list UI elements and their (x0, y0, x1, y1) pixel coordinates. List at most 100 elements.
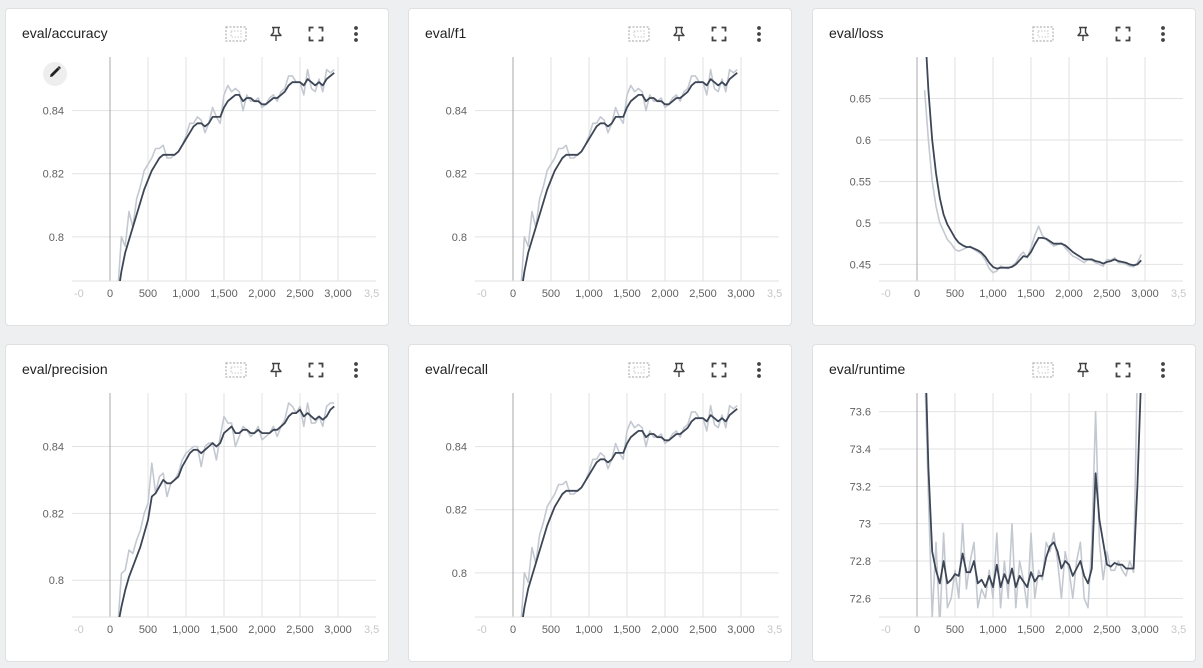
pin-button[interactable] (256, 23, 296, 45)
more-options-button[interactable] (336, 359, 376, 381)
y-tick-label: 0.8 (452, 568, 467, 580)
card-toolbar (216, 23, 376, 45)
x-tick-label: 1,000 (172, 624, 200, 636)
pin-button[interactable] (1063, 23, 1103, 45)
fit-domain-button[interactable] (216, 23, 256, 45)
x-tick-label-partial: -0 (881, 624, 891, 636)
x-tick-label: 3,5 (767, 288, 782, 300)
y-tick-label: 73.6 (850, 407, 871, 419)
y-tick-label: 0.82 (43, 508, 64, 520)
chart-title: eval/precision (22, 361, 108, 377)
y-tick-label: 0.84 (446, 106, 467, 118)
edit-button[interactable] (43, 62, 67, 86)
chart-plot[interactable]: 0.8 0.82 0.84 0 500 1,000 1,500 2,000 2,500 3,000… (6, 345, 389, 662)
chart-plot[interactable]: 0.8 0.82 0.84 0 500 1,000 1,500 2,000 2,500 3,000… (409, 9, 792, 326)
x-tick-label: 0 (510, 624, 516, 636)
x-tick-label: 500 (542, 288, 560, 300)
more-vert-icon (1160, 361, 1166, 379)
fit-domain-button[interactable] (216, 359, 256, 381)
fullscreen-button[interactable] (699, 23, 739, 45)
more-options-button[interactable] (739, 359, 779, 381)
y-tick-label: 0.84 (43, 106, 64, 118)
more-vert-icon (756, 25, 762, 43)
pin-button[interactable] (1063, 359, 1103, 381)
chart-card: eval/runtime 72.6 72.8 73 73.2 73.4 73.6 0 500 1,… (812, 344, 1196, 662)
x-tick-label-partial: -0 (74, 624, 84, 636)
pin-button[interactable] (256, 359, 296, 381)
x-tick-label: 0 (510, 288, 516, 300)
x-tick-label: 3,5 (364, 288, 379, 300)
y-tick-label: 0.82 (43, 169, 64, 181)
fit-domain-button[interactable] (619, 359, 659, 381)
chart-plot[interactable]: 0.8 0.82 0.84 0 500 1,000 1,500 2,000 2,500 3,000… (6, 9, 389, 326)
x-tick-label: 3,5 (767, 624, 782, 636)
x-tick-label: 2,000 (248, 624, 276, 636)
x-tick-label: 3,000 (324, 624, 352, 636)
y-tick-label: 0.6 (856, 135, 871, 147)
pin-icon (269, 362, 283, 378)
x-tick-label: 1,500 (210, 624, 238, 636)
fit-domain-button[interactable] (1023, 359, 1063, 381)
chart-plot[interactable]: 72.6 72.8 73 73.2 73.4 73.6 0 500 1,000 1,500 2,00… (813, 345, 1196, 662)
fullscreen-button[interactable] (296, 359, 336, 381)
y-tick-label: 0.45 (850, 259, 871, 271)
x-tick-label: 1,000 (979, 624, 1007, 636)
more-vert-icon (353, 361, 359, 379)
x-tick-label-partial: -0 (74, 288, 84, 300)
y-tick-label: 0.84 (446, 442, 467, 454)
x-tick-label: 3,000 (1131, 288, 1159, 300)
y-tick-label: 72.8 (850, 556, 871, 568)
more-options-button[interactable] (739, 23, 779, 45)
x-tick-label: 2,000 (1055, 624, 1083, 636)
chart-title: eval/loss (829, 25, 884, 41)
chart-plot[interactable]: 0.8 0.82 0.84 0 500 1,000 1,500 2,000 2,500 3,000… (409, 345, 792, 662)
x-tick-label: 0 (107, 288, 113, 300)
x-tick-label: 0 (914, 288, 920, 300)
x-tick-label: 2,500 (1093, 624, 1121, 636)
y-tick-label: 73.2 (850, 481, 871, 493)
fullscreen-button[interactable] (1103, 359, 1143, 381)
x-tick-label: 3,000 (324, 288, 352, 300)
fullscreen-button[interactable] (699, 359, 739, 381)
y-tick-label: 0.82 (446, 505, 467, 517)
fit-domain-icon (1032, 362, 1054, 378)
y-tick-label: 0.55 (850, 176, 871, 188)
x-tick-label: 1,000 (979, 288, 1007, 300)
card-toolbar (619, 359, 779, 381)
pin-button[interactable] (659, 23, 699, 45)
chart-title: eval/f1 (425, 25, 467, 41)
smoothed-series-line (522, 72, 738, 281)
fit-domain-button[interactable] (1023, 23, 1063, 45)
more-vert-icon (353, 25, 359, 43)
chart-plot[interactable]: 0.45 0.5 0.55 0.6 0.65 0 500 1,000 1,500 2,000 2,5… (813, 9, 1196, 326)
fullscreen-icon (1115, 362, 1131, 378)
x-tick-label: 3,5 (1171, 288, 1186, 300)
pin-button[interactable] (659, 359, 699, 381)
more-options-button[interactable] (336, 23, 376, 45)
fullscreen-icon (1115, 26, 1131, 42)
fit-domain-icon (1032, 26, 1054, 42)
more-options-button[interactable] (1143, 23, 1183, 45)
fullscreen-button[interactable] (296, 23, 336, 45)
fullscreen-icon (711, 26, 727, 42)
y-tick-label: 0.8 (49, 575, 64, 587)
x-tick-label: 0 (107, 624, 113, 636)
smoothed-series-line (522, 408, 738, 617)
x-tick-label: 500 (946, 288, 964, 300)
chart-card: eval/recall 0.8 0.82 0.84 0 500 1,000 1,500 2,00… (408, 344, 792, 662)
x-tick-label-partial: -0 (881, 288, 891, 300)
chart-card: eval/loss 0.45 0.5 0.55 0.6 0.65 0 500 1,000 1,50… (812, 8, 1196, 326)
x-tick-label: 500 (139, 624, 157, 636)
x-tick-label: 3,000 (727, 624, 755, 636)
card-toolbar (1023, 23, 1183, 45)
more-vert-icon (1160, 25, 1166, 43)
fit-domain-button[interactable] (619, 23, 659, 45)
x-tick-label: 3,000 (727, 288, 755, 300)
fullscreen-button[interactable] (1103, 23, 1143, 45)
edit-icon (48, 65, 62, 84)
x-tick-label: 500 (139, 288, 157, 300)
chart-card: eval/f1 0.8 0.82 0.84 0 500 1,000 1,500 2,000 2,5… (408, 8, 792, 326)
fullscreen-icon (308, 362, 324, 378)
card-toolbar (619, 23, 779, 45)
more-options-button[interactable] (1143, 359, 1183, 381)
